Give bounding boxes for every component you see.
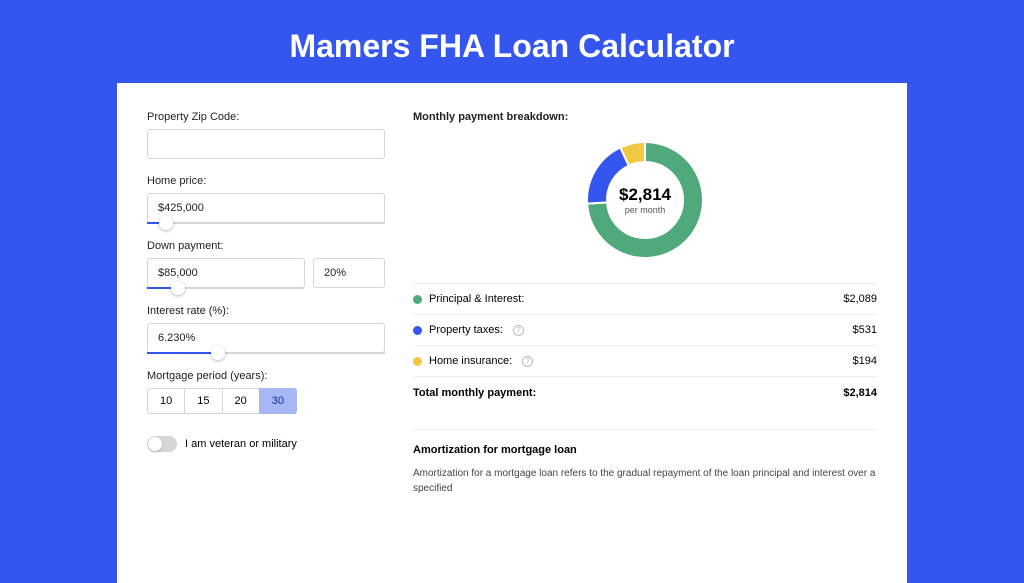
legend-label: Property taxes: <box>429 324 503 336</box>
legend-dot <box>413 295 422 304</box>
legend-row: Home insurance:? $194 <box>413 345 877 376</box>
down-field: Down payment: <box>147 240 385 289</box>
donut-sub: per month <box>625 205 666 215</box>
veteran-toggle[interactable] <box>147 436 177 452</box>
amortization-title: Amortization for mortgage loan <box>413 429 877 456</box>
donut-chart: $2,814 per month <box>580 135 710 265</box>
legend-value: $531 <box>853 324 877 336</box>
period-btn-10[interactable]: 10 <box>147 388 185 414</box>
donut-chart-wrap: $2,814 per month <box>413 135 877 265</box>
legend-dot <box>413 326 422 335</box>
help-icon[interactable]: ? <box>522 356 533 367</box>
veteran-row: I am veteran or military <box>147 436 385 452</box>
rate-input[interactable] <box>147 323 385 353</box>
total-row: Total monthly payment: $2,814 <box>413 376 877 409</box>
legend: Principal & Interest: $2,089 Property taxe… <box>413 283 877 376</box>
calculator-panel: Property Zip Code: Home price: Down paym… <box>117 83 907 583</box>
down-slider-thumb[interactable] <box>171 281 185 295</box>
amortization-body: Amortization for a mortgage loan refers … <box>413 466 877 496</box>
legend-row: Property taxes:? $531 <box>413 314 877 345</box>
period-btn-15[interactable]: 15 <box>184 388 222 414</box>
breakdown-column: Monthly payment breakdown: $2,814 per mo… <box>413 111 877 583</box>
period-field: Mortgage period (years): 10152030 <box>147 370 385 414</box>
donut-amount: $2,814 <box>619 185 671 205</box>
total-label: Total monthly payment: <box>413 387 536 399</box>
price-slider-thumb[interactable] <box>159 216 173 230</box>
breakdown-title: Monthly payment breakdown: <box>413 111 877 123</box>
rate-slider-thumb[interactable] <box>211 346 225 360</box>
down-amount-input[interactable] <box>147 258 305 288</box>
rate-slider[interactable] <box>147 352 385 354</box>
down-label: Down payment: <box>147 240 385 252</box>
help-icon[interactable]: ? <box>513 325 524 336</box>
zip-input[interactable] <box>147 129 385 159</box>
period-btn-30[interactable]: 30 <box>259 388 297 414</box>
price-field: Home price: <box>147 175 385 224</box>
down-pct-input[interactable] <box>313 258 385 288</box>
zip-label: Property Zip Code: <box>147 111 385 123</box>
form-column: Property Zip Code: Home price: Down paym… <box>147 111 385 583</box>
legend-row: Principal & Interest: $2,089 <box>413 283 877 314</box>
total-value: $2,814 <box>843 387 877 399</box>
veteran-toggle-knob <box>148 437 162 451</box>
rate-field: Interest rate (%): <box>147 305 385 354</box>
legend-label: Home insurance: <box>429 355 512 367</box>
legend-label: Principal & Interest: <box>429 293 524 305</box>
rate-label: Interest rate (%): <box>147 305 385 317</box>
price-slider[interactable] <box>147 222 385 224</box>
veteran-label: I am veteran or military <box>185 438 297 450</box>
price-input[interactable] <box>147 193 385 223</box>
legend-value: $194 <box>853 355 877 367</box>
price-label: Home price: <box>147 175 385 187</box>
page-title: Mamers FHA Loan Calculator <box>0 0 1024 83</box>
legend-value: $2,089 <box>843 293 877 305</box>
legend-dot <box>413 357 422 366</box>
down-slider[interactable] <box>147 287 304 289</box>
period-btn-20[interactable]: 20 <box>222 388 260 414</box>
zip-field: Property Zip Code: <box>147 111 385 159</box>
period-label: Mortgage period (years): <box>147 370 385 382</box>
period-button-group: 10152030 <box>147 388 385 414</box>
